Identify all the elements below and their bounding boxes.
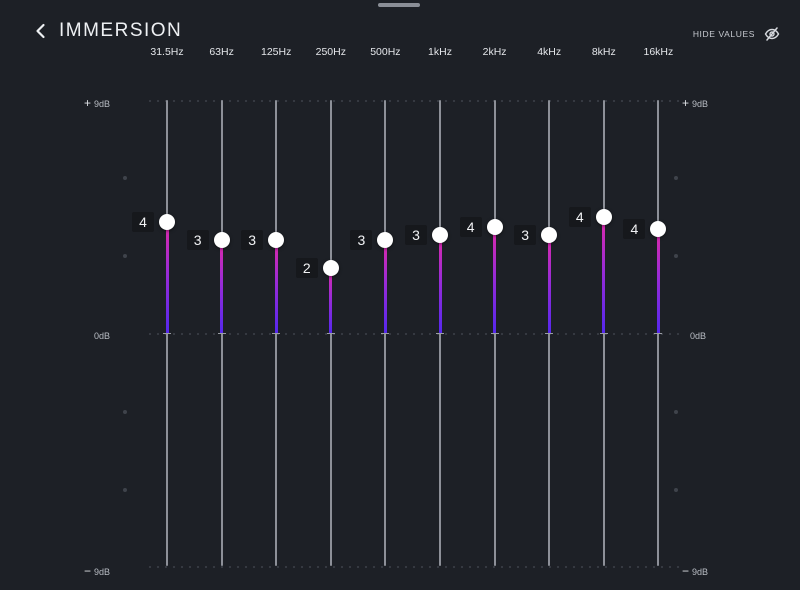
slider-fill bbox=[602, 216, 606, 333]
band-value-label: 4 bbox=[623, 219, 646, 240]
band-slider[interactable]: 3 bbox=[186, 100, 237, 566]
drag-handle[interactable] bbox=[378, 3, 420, 7]
band-frequency-label: 125Hz bbox=[261, 46, 292, 58]
scale-top-right: +9dB bbox=[682, 96, 708, 110]
band-slider[interactable]: 3 bbox=[405, 100, 455, 566]
slider-knob[interactable] bbox=[541, 226, 558, 243]
band-value-label: 3 bbox=[186, 229, 209, 250]
band-value-label: 4 bbox=[132, 211, 154, 232]
side-dot bbox=[123, 410, 127, 414]
band-frequency-label: 8kHz bbox=[591, 46, 616, 58]
grid-line-bottom bbox=[146, 566, 680, 568]
band-frequency-label: 16kHz bbox=[643, 46, 674, 58]
slider-knob[interactable] bbox=[377, 231, 394, 248]
band-value-label: 3 bbox=[405, 224, 427, 245]
scale-top-value: 9dB bbox=[692, 99, 709, 109]
scale-mid-value: 0dB bbox=[93, 331, 110, 341]
band-frequency-label: 31.5Hz bbox=[150, 46, 184, 58]
band-value-label: 3 bbox=[514, 224, 537, 245]
scale-top-value: 9dB bbox=[93, 99, 110, 109]
slider-knob[interactable] bbox=[486, 218, 503, 235]
slider-fill bbox=[383, 239, 387, 333]
eye-off-icon bbox=[764, 27, 780, 41]
band-slider[interactable]: 2 bbox=[295, 100, 346, 566]
zero-tick bbox=[545, 333, 554, 334]
scale-bottom-right: −9dB bbox=[682, 564, 708, 578]
frequency-labels: 31.5Hz 63Hz 125Hz 250Hz 500Hz 1kHz 2kHz 4kHz 8kH… bbox=[0, 46, 800, 62]
zero-tick bbox=[381, 333, 390, 334]
chevron-left-icon bbox=[36, 23, 45, 39]
zero-tick bbox=[599, 333, 608, 334]
grid-line-top bbox=[146, 100, 680, 102]
band-value-label: 4 bbox=[568, 206, 591, 227]
slider-knob[interactable] bbox=[595, 208, 612, 225]
slider-fill bbox=[165, 221, 169, 333]
band-slider[interactable]: 4 bbox=[132, 100, 182, 566]
zero-tick bbox=[217, 333, 226, 334]
band-value-label: 2 bbox=[295, 258, 318, 279]
scale-bottom-value: 9dB bbox=[93, 567, 110, 577]
band-value-label: 3 bbox=[241, 229, 264, 250]
band-slider[interactable]: 3 bbox=[514, 100, 564, 566]
header: IMMERSION HIDE VALUES bbox=[0, 14, 800, 50]
band-frequency-label: 500Hz bbox=[370, 46, 401, 58]
zero-tick bbox=[436, 333, 444, 334]
slider-fill bbox=[274, 239, 278, 333]
zero-tick bbox=[163, 333, 171, 334]
hide-values-label: HIDE VALUES bbox=[692, 29, 755, 39]
zero-tick bbox=[326, 333, 335, 334]
side-dot bbox=[674, 254, 678, 258]
page-title: IMMERSION bbox=[59, 20, 183, 41]
band-value-label: 3 bbox=[350, 229, 373, 250]
slider-fill bbox=[547, 234, 551, 333]
slider-fill bbox=[438, 234, 442, 333]
band-frequency-label: 2kHz bbox=[482, 46, 507, 58]
band-value-label: 4 bbox=[459, 216, 482, 237]
minus-sign: − bbox=[83, 564, 91, 578]
zero-tick bbox=[272, 333, 281, 334]
slider-fill bbox=[493, 226, 497, 333]
band-slider[interactable]: 4 bbox=[459, 100, 510, 566]
slider-knob[interactable] bbox=[432, 226, 448, 243]
side-dot bbox=[674, 488, 678, 492]
side-dot bbox=[123, 488, 127, 492]
hide-values-button[interactable]: HIDE VALUES bbox=[693, 24, 780, 44]
band-slider[interactable]: 4 bbox=[568, 100, 619, 566]
band-frequency-label: 250Hz bbox=[315, 46, 346, 58]
plus-sign: + bbox=[83, 96, 91, 110]
slider-knob[interactable] bbox=[213, 231, 230, 248]
scale-top-left: +9dB bbox=[40, 96, 110, 110]
band-frequency-label: 1kHz bbox=[428, 46, 452, 58]
slider-knob[interactable] bbox=[268, 231, 285, 248]
slider-knob[interactable] bbox=[650, 221, 667, 238]
band-frequency-label: 63Hz bbox=[209, 46, 234, 58]
scale-mid-left: 0dB bbox=[40, 331, 110, 341]
back-button[interactable] bbox=[30, 20, 52, 42]
scale-mid-value: 0dB bbox=[690, 331, 707, 341]
side-dot bbox=[674, 410, 678, 414]
slider-fill bbox=[656, 229, 660, 333]
band-frequency-label: 4kHz bbox=[537, 46, 562, 58]
grid-line-zero bbox=[146, 333, 680, 335]
side-dot bbox=[123, 176, 127, 180]
band-slider[interactable]: 4 bbox=[623, 100, 673, 566]
minus-sign: − bbox=[682, 564, 690, 578]
band-slider[interactable]: 3 bbox=[241, 100, 291, 566]
side-dot bbox=[674, 176, 678, 180]
band-slider[interactable]: 3 bbox=[350, 100, 400, 566]
side-dot bbox=[123, 254, 127, 258]
plus-sign: + bbox=[682, 96, 690, 110]
slider-knob[interactable] bbox=[322, 260, 339, 277]
zero-tick bbox=[654, 333, 663, 334]
scale-bottom-value: 9dB bbox=[692, 567, 709, 577]
slider-fill bbox=[220, 239, 224, 333]
slider-fill bbox=[329, 268, 333, 333]
zero-tick bbox=[490, 333, 499, 334]
scale-mid-right: 0dB bbox=[690, 331, 706, 341]
slider-knob[interactable] bbox=[159, 213, 175, 230]
scale-bottom-left: −9dB bbox=[40, 564, 110, 578]
